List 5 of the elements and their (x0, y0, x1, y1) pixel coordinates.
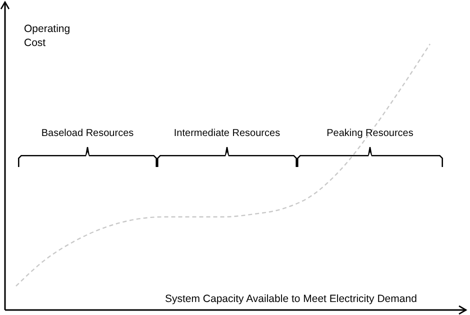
y-axis-title: Operating Cost (24, 23, 70, 49)
annotation: Peaking Resources (326, 128, 414, 139)
x-axis-title: System Capacity Available to Meet Electricity Demand (165, 293, 418, 305)
annotation: Intermediate Resources (174, 128, 280, 139)
annotation: Baseload Resources (41, 128, 134, 139)
